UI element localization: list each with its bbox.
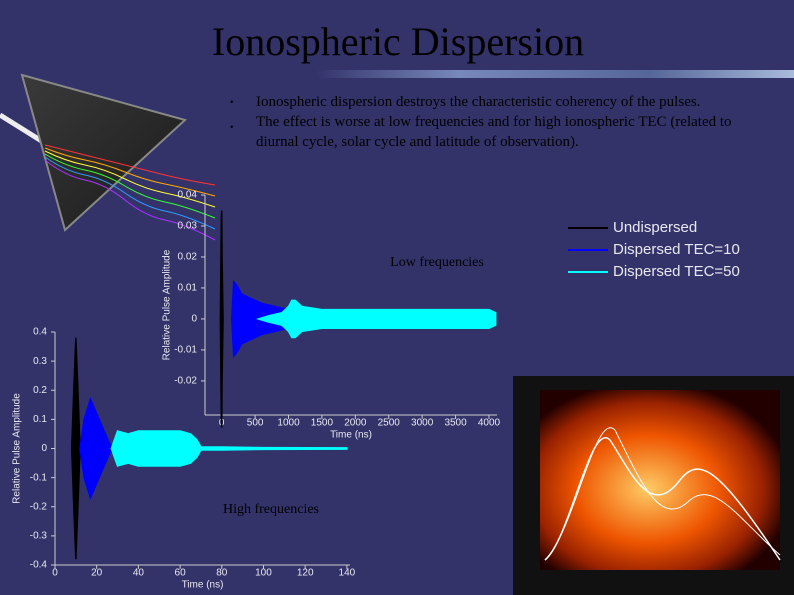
- x-tick-label: 60: [175, 568, 187, 579]
- charts: 0.040.030.020.010-0.01-0.020500100015002…: [12, 190, 740, 591]
- annotation: Low frequencies: [390, 255, 484, 270]
- y-tick-label: 0.1: [33, 414, 47, 425]
- x-tick-label: 2000: [344, 418, 367, 429]
- x-tick-label: 1000: [277, 418, 300, 429]
- bullets: Ionospheric dispersion destroys the char…: [256, 94, 732, 150]
- x-tick-label: 500: [247, 418, 264, 429]
- x-tick-label: 20: [91, 568, 103, 579]
- x-tick-label: 3500: [444, 418, 467, 429]
- signal-envelope: [70, 337, 81, 560]
- x-tick-label: 3000: [411, 418, 434, 429]
- y-tick-label: 0.03: [178, 221, 198, 232]
- legend-label: Dispersed TEC=10: [613, 241, 740, 258]
- y-tick-label: 0.4: [33, 327, 47, 338]
- x-tick-label: 40: [133, 568, 145, 579]
- chart: 0.040.030.020.010-0.01-0.020500100015002…: [162, 190, 740, 441]
- y-tick-label: 0.2: [33, 385, 47, 396]
- x-axis-label: Time (ns): [182, 580, 224, 591]
- signal-envelope: [79, 396, 115, 501]
- x-tick-label: 0: [52, 568, 58, 579]
- y-tick-label: 0.01: [178, 283, 198, 294]
- x-tick-label: 120: [297, 568, 314, 579]
- signal-envelope: [219, 210, 224, 428]
- header-bar: [315, 70, 794, 78]
- y-tick-label: -0.4: [30, 560, 48, 571]
- x-tick-label: 80: [216, 568, 228, 579]
- bullet-text: The effect is worse at low frequencies a…: [256, 114, 732, 150]
- y-tick-label: -0.02: [174, 376, 197, 387]
- signal-envelope: [110, 430, 348, 467]
- bullet-text: Ionospheric dispersion destroys the char…: [256, 94, 701, 110]
- y-tick-label: -0.01: [174, 345, 197, 356]
- sun-image: [513, 376, 794, 595]
- y-tick-label: 0.02: [178, 252, 198, 263]
- y-axis-label: Relative Pulse Amplitude: [162, 249, 173, 360]
- y-tick-label: -0.2: [30, 501, 48, 512]
- slide-title: Ionospheric Dispersion: [212, 19, 584, 64]
- prism-illustration: [0, 73, 216, 241]
- chart: 0.4 0.3 0.2 0.1 0 -0.1 -0.2 -0.3 -0.4 0 20 40 60 80 10…: [12, 327, 356, 591]
- x-tick-label: 1500: [311, 418, 334, 429]
- legend-label: Undispersed: [613, 219, 697, 236]
- x-tick-label: 4000: [478, 418, 501, 429]
- signal-envelope: [255, 299, 497, 339]
- x-tick-label: 100: [255, 568, 272, 579]
- y-axis-label: Relative Pulse Amplitude: [12, 393, 23, 504]
- x-axis-label: Time (ns): [330, 430, 372, 441]
- y-tick-label: -0.3: [30, 531, 48, 542]
- bullet-dot: •: [230, 122, 234, 133]
- x-tick-label: 140: [339, 568, 356, 579]
- bullet-dot: •: [230, 97, 234, 108]
- y-tick-label: 0: [41, 443, 47, 454]
- y-tick-label: -0.1: [30, 472, 48, 483]
- y-tick-label: 0.3: [33, 356, 47, 367]
- y-tick-label: 0.04: [178, 190, 198, 201]
- x-tick-label: 2500: [378, 418, 401, 429]
- legend-label: Dispersed TEC=50: [613, 263, 740, 280]
- y-tick-label: 0: [191, 314, 197, 325]
- annotation: High frequencies: [223, 502, 319, 517]
